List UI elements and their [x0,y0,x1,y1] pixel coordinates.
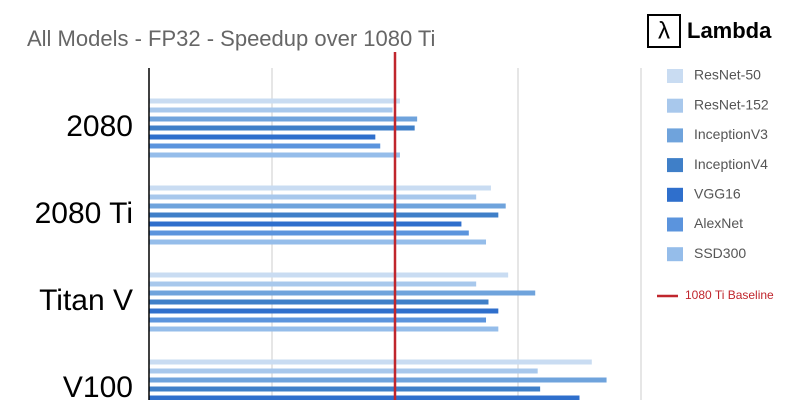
category-label: V100 [63,371,133,400]
legend-swatch [667,217,683,232]
bar [149,281,477,287]
bar [149,185,491,191]
legend-swatch [667,158,683,173]
legend-swatch [667,69,683,83]
bar [149,317,487,323]
logo-symbol: λ [658,17,670,44]
bar [149,212,499,218]
bar [149,290,536,296]
bar [149,386,541,392]
logo-text: Lambda [687,18,772,43]
bar [149,230,469,236]
bar [149,377,607,383]
legend-label: VGG16 [694,186,741,202]
bar [149,359,592,365]
bar [149,239,487,245]
bar [149,368,538,374]
bar [149,125,415,131]
category-label: 2080 [66,110,133,143]
bar [149,308,499,314]
legend-label: SSD300 [694,245,746,261]
legend-label: ResNet-50 [694,67,761,83]
chart-title: All Models - FP32 - Speedup over 1080 Ti [27,26,435,51]
category-label: 2080 Ti [35,197,133,230]
bar [149,203,506,209]
bar [149,134,376,140]
bar [149,107,393,113]
legend-swatch [667,128,683,143]
legend-baseline-label: 1080 Ti Baseline [685,288,774,302]
bar [149,272,509,278]
legend-label: InceptionV4 [694,156,768,172]
legend-label: ResNet-152 [694,96,769,112]
bar [149,395,580,400]
bar [149,326,499,332]
bar [149,143,381,149]
legend-swatch [667,98,683,113]
bar [149,194,477,200]
bar [149,152,400,158]
legend-swatch [667,187,683,202]
bar [149,299,489,305]
bar [149,98,400,104]
logo-box [647,14,681,48]
category-label: Titan V [39,284,133,317]
legend-swatch [667,247,683,262]
legend-label: InceptionV3 [694,126,768,142]
bar [149,116,418,122]
legend-label: AlexNet [694,215,743,231]
bar [149,221,462,227]
